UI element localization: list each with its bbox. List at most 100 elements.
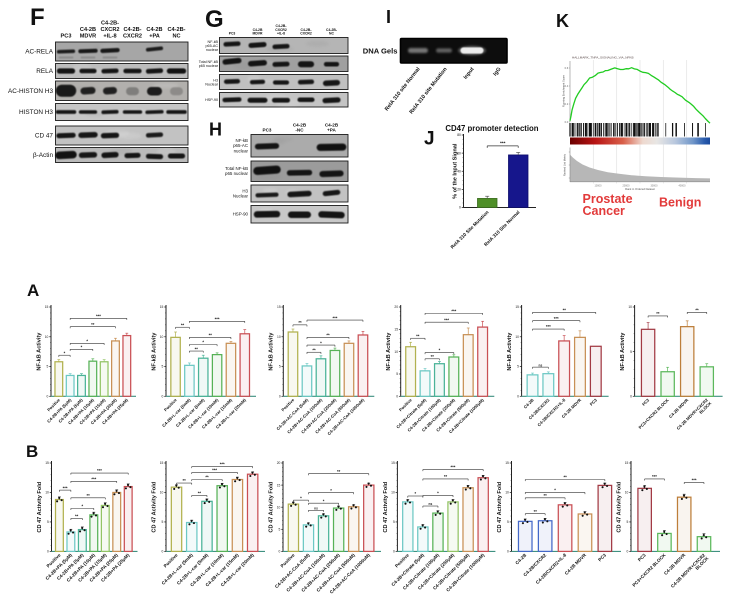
svg-text:p65-AC: p65-AC xyxy=(205,44,218,48)
svg-text:**: ** xyxy=(75,514,79,519)
svg-text:CXCR2: CXCR2 xyxy=(101,27,120,33)
svg-text:0: 0 xyxy=(162,395,164,399)
svg-text:0: 0 xyxy=(517,395,519,399)
svg-text:10: 10 xyxy=(160,335,164,339)
svg-text:30000: 30000 xyxy=(651,185,659,188)
svg-text:10: 10 xyxy=(160,491,164,495)
svg-text:*: * xyxy=(330,488,332,493)
svg-text:5: 5 xyxy=(47,365,49,369)
svg-text:*: * xyxy=(81,504,83,509)
svg-text:PC3: PC3 xyxy=(263,128,272,133)
svg-text:NF-kB Activity: NF-kB Activity xyxy=(386,332,392,371)
svg-text:Prostate: Prostate xyxy=(583,192,633,206)
svg-text:NF-kB Activity: NF-kB Activity xyxy=(36,332,42,371)
svg-text:***: *** xyxy=(91,477,96,482)
svg-text:AC-HISTON H3: AC-HISTON H3 xyxy=(8,88,53,95)
svg-text:**: ** xyxy=(337,469,341,474)
svg-text:***: *** xyxy=(546,324,551,329)
svg-text:NF-kB: NF-kB xyxy=(208,40,219,44)
svg-text:**: ** xyxy=(563,308,567,313)
svg-text:CXCR2: CXCR2 xyxy=(300,32,312,36)
svg-text:Total NF-kB: Total NF-kB xyxy=(199,60,219,64)
svg-text:J: J xyxy=(424,129,435,150)
svg-text:0.6: 0.6 xyxy=(565,66,569,70)
svg-text:**: ** xyxy=(198,491,202,496)
svg-text:***: *** xyxy=(96,314,101,319)
svg-text:***: *** xyxy=(451,309,456,314)
svg-text:***: *** xyxy=(97,468,102,473)
svg-text:Total NF-kB: Total NF-kB xyxy=(225,166,248,171)
svg-text:5: 5 xyxy=(627,520,629,524)
svg-text:C4-2B-: C4-2B- xyxy=(167,27,185,33)
svg-text:*: * xyxy=(554,488,556,493)
svg-text:10000: 10000 xyxy=(595,185,603,188)
svg-text:K: K xyxy=(556,11,569,31)
svg-text:15: 15 xyxy=(160,461,164,465)
svg-text:**: ** xyxy=(182,478,186,483)
svg-text:5: 5 xyxy=(162,520,164,524)
svg-text:CD47 promoter detection: CD47 promoter detection xyxy=(445,124,538,133)
svg-text:PC3: PC3 xyxy=(641,397,651,407)
svg-text:+PA: +PA xyxy=(327,128,336,133)
svg-text:0.0: 0.0 xyxy=(565,120,569,124)
svg-text:CD 47: CD 47 xyxy=(35,133,54,140)
svg-text:NF-kB Activity: NF-kB Activity xyxy=(151,332,157,371)
svg-text:10: 10 xyxy=(625,491,629,495)
svg-text:10: 10 xyxy=(628,305,632,309)
svg-text:20: 20 xyxy=(277,461,281,465)
svg-text:***: *** xyxy=(652,474,657,479)
svg-text:nuclear: nuclear xyxy=(234,148,249,153)
svg-text:0.2: 0.2 xyxy=(565,102,569,106)
svg-text:***: *** xyxy=(215,317,220,322)
svg-text:40000: 40000 xyxy=(679,185,687,188)
svg-text:60: 60 xyxy=(457,151,461,155)
svg-text:+PA: +PA xyxy=(149,34,160,40)
svg-text:**: ** xyxy=(416,334,420,339)
svg-text:**: ** xyxy=(205,475,209,480)
svg-text:+IL-8: +IL-8 xyxy=(277,32,285,36)
svg-text:10: 10 xyxy=(45,491,49,495)
svg-text:***: *** xyxy=(692,478,697,483)
svg-text:20: 20 xyxy=(394,305,398,309)
svg-text:ns: ns xyxy=(429,502,433,506)
svg-text:10: 10 xyxy=(277,505,281,509)
svg-text:5: 5 xyxy=(507,520,509,524)
svg-text:**: ** xyxy=(444,474,448,479)
svg-text:-NC: -NC xyxy=(295,128,304,133)
svg-text:0.4: 0.4 xyxy=(565,84,569,88)
svg-text:0: 0 xyxy=(162,550,164,554)
svg-text:CD 47 Activity Fold: CD 47 Activity Fold xyxy=(37,481,43,532)
svg-text:15: 15 xyxy=(515,305,519,309)
svg-text:5: 5 xyxy=(47,520,49,524)
svg-text:C4-2B: C4-2B xyxy=(80,27,96,33)
svg-text:**: ** xyxy=(656,311,660,316)
svg-text:15: 15 xyxy=(394,328,398,332)
svg-text:5: 5 xyxy=(393,520,395,524)
svg-text:***: *** xyxy=(500,141,506,146)
svg-text:p65 nuclear: p65 nuclear xyxy=(225,171,248,176)
svg-text:5: 5 xyxy=(162,365,164,369)
svg-text:ns: ns xyxy=(539,363,543,367)
svg-text:CD 47 Activity Fold: CD 47 Activity Fold xyxy=(152,481,158,532)
svg-text:0: 0 xyxy=(47,395,49,399)
svg-text:Cancer: Cancer xyxy=(583,204,626,218)
svg-text:RELA: RELA xyxy=(36,68,53,75)
svg-text:CD 47 Activity Fold: CD 47 Activity Fold xyxy=(497,481,503,532)
svg-text:C4-2B-: C4-2B- xyxy=(301,28,312,32)
svg-text:*: * xyxy=(439,348,441,353)
svg-text:AC-RELA: AC-RELA xyxy=(25,49,53,56)
svg-text:C4-2B: C4-2B xyxy=(253,28,263,32)
svg-text:15: 15 xyxy=(160,305,164,309)
svg-text:***: *** xyxy=(212,468,217,473)
svg-text:I: I xyxy=(386,7,391,27)
svg-text:MDVR: MDVR xyxy=(80,34,96,40)
svg-text:15: 15 xyxy=(505,461,509,465)
svg-text:**: ** xyxy=(431,354,435,359)
svg-text:G: G xyxy=(205,6,224,33)
svg-text:5: 5 xyxy=(279,365,281,369)
svg-text:C4-2B-: C4-2B- xyxy=(326,28,337,32)
svg-text:**: ** xyxy=(534,509,538,514)
svg-text:0: 0 xyxy=(507,550,509,554)
svg-text:**: ** xyxy=(695,308,699,313)
svg-text:**: ** xyxy=(209,333,213,338)
